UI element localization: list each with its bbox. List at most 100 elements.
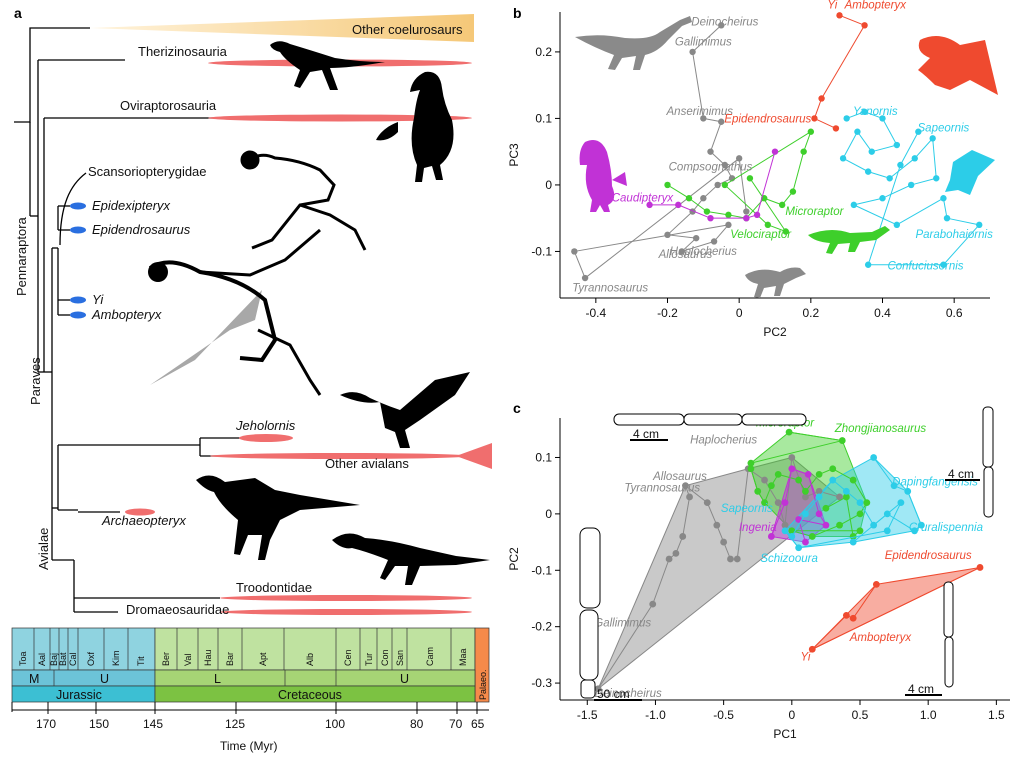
point-label: Ambopteryx	[849, 632, 913, 644]
data-point-cyan	[864, 261, 872, 268]
panel-c-label: c	[513, 400, 521, 416]
data-point-magenta	[795, 516, 803, 523]
label-avialae: Avialae	[36, 528, 51, 570]
tree-edge-gray	[667, 211, 693, 236]
data-point-cyan	[870, 521, 878, 529]
scalebar-right-top: 4 cm	[945, 467, 980, 481]
data-point-gray	[720, 538, 728, 546]
svg-text:Alb: Alb	[305, 653, 315, 666]
y-tick-label: -0.1	[531, 563, 552, 577]
data-point-magenta	[753, 211, 761, 219]
ambopteryx-dot	[70, 311, 86, 319]
x-tick-label: -0.5	[713, 708, 734, 722]
data-point-gray	[594, 685, 602, 693]
svg-text:125: 125	[225, 717, 245, 731]
tree-edge-cyan	[867, 164, 901, 265]
data-point-cyan	[879, 115, 886, 122]
tree-edge-red	[814, 117, 837, 129]
data-point-cyan	[802, 510, 809, 518]
svg-text:Cretaceous: Cretaceous	[278, 688, 342, 702]
tree-edge-gray	[692, 51, 704, 119]
data-point-magenta	[675, 201, 682, 209]
svg-text:Kim: Kim	[111, 651, 121, 667]
x-tick-label: 0.2	[802, 306, 819, 320]
tree-edge-cyan	[911, 177, 937, 186]
data-point-gray	[581, 274, 589, 282]
tree-edge-magenta	[798, 519, 827, 526]
data-point-cyan	[795, 544, 803, 552]
microraptor-silhouette	[340, 372, 470, 448]
data-point-magenta	[822, 521, 830, 529]
point-label: Schizooura	[760, 553, 818, 565]
label-dromaeosauridae: Dromaeosauridae	[126, 602, 229, 617]
tree-edge-gray	[738, 158, 747, 212]
data-point-gray	[815, 487, 823, 495]
tree-edge-magenta	[678, 204, 711, 219]
x-axis-label: PC2	[763, 325, 787, 339]
data-point-gray	[718, 118, 725, 125]
tree-edge-cyan	[853, 197, 883, 206]
data-point-green	[808, 533, 816, 540]
data-point-gray	[714, 181, 721, 189]
point-label: Yanornis	[853, 106, 898, 118]
x-tick-label: 0	[736, 306, 743, 320]
svg-text:100: 100	[325, 717, 345, 731]
svg-text:L: L	[214, 672, 221, 686]
data-point-green	[778, 201, 786, 209]
tree-edge-green	[792, 151, 805, 192]
data-point-gray	[707, 148, 714, 155]
svg-text:Tit: Tit	[136, 656, 146, 666]
data-point-magenta	[802, 538, 809, 546]
point-label: Yi	[827, 0, 837, 12]
data-point-green	[836, 521, 843, 529]
data-point-magenta	[743, 214, 750, 222]
svg-text:50 cm: 50 cm	[597, 687, 630, 701]
tree-edge-cyan	[852, 502, 902, 543]
data-point-gray	[679, 533, 687, 540]
svg-text:80: 80	[410, 717, 424, 731]
tree-edge-red	[852, 584, 877, 619]
svg-text:Aal: Aal	[37, 653, 47, 666]
svg-text:Cam: Cam	[425, 647, 435, 666]
y-axis-label: PC3	[507, 143, 521, 167]
archaeopteryx-range	[125, 508, 155, 516]
tree-edge-green	[750, 468, 759, 492]
tree-edge-cyan	[889, 157, 916, 179]
point-label: Confuciusornis	[887, 260, 963, 272]
label-epidendrosaurus: Epidendrosaurus	[92, 222, 191, 237]
tree-edge-green	[852, 479, 868, 503]
data-point-cyan	[897, 499, 905, 506]
data-point-green	[842, 493, 850, 501]
svg-text:Maa: Maa	[458, 648, 468, 666]
data-point-cyan	[886, 175, 893, 182]
tree-edge-cyan	[859, 502, 875, 526]
tree-edge-gray	[682, 496, 691, 537]
tree-edge-green	[778, 473, 799, 481]
svg-text:San: San	[395, 650, 405, 666]
data-point-green	[800, 148, 807, 155]
svg-text:170: 170	[36, 717, 56, 731]
data-point-gray	[781, 521, 789, 529]
tree-edge-cyan	[868, 171, 890, 179]
other-coelurosaurs-wedge	[90, 14, 474, 42]
tree-edge-gray	[710, 121, 722, 152]
data-point-green	[856, 510, 864, 518]
svg-text:70: 70	[449, 717, 463, 731]
tree-edge-red	[811, 615, 847, 650]
data-point-green	[746, 175, 754, 182]
data-point-cyan	[940, 195, 947, 202]
svg-text:145: 145	[143, 717, 163, 731]
other-avialans-range	[210, 453, 470, 459]
svg-text:Bat: Bat	[58, 652, 68, 666]
x-tick-label: 0.4	[874, 306, 891, 320]
data-point-cyan	[883, 510, 891, 518]
tree-edge-red	[821, 25, 866, 99]
y-tick-label: 0.1	[535, 111, 552, 125]
data-point-cyan	[864, 168, 872, 175]
data-point-green	[764, 221, 772, 229]
other-avialans-wedge	[456, 443, 492, 469]
tree-edge-green	[706, 211, 729, 216]
data-point-green	[664, 181, 671, 189]
tree-edge-green	[688, 197, 708, 212]
